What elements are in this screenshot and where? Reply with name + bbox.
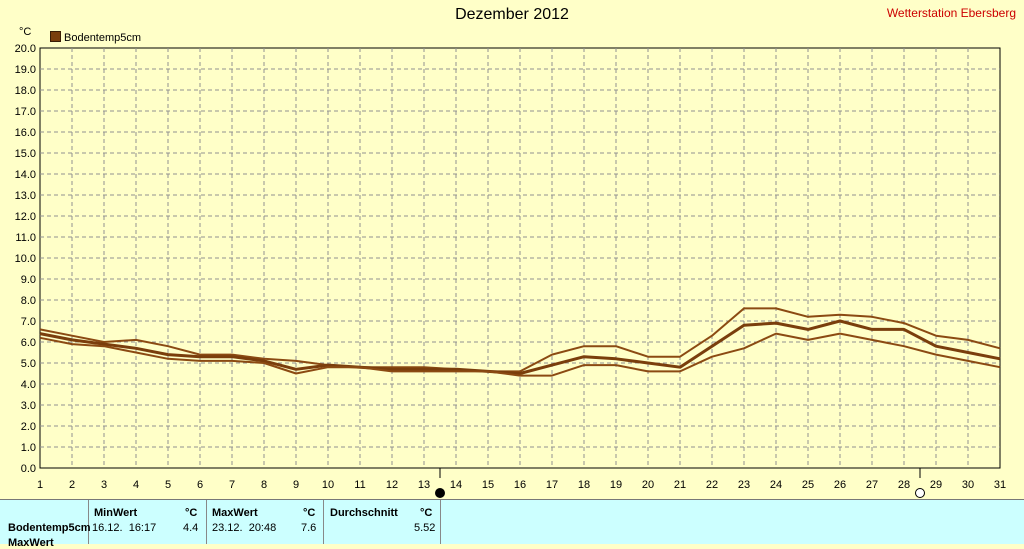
y-tick-label: 19.0 — [15, 64, 36, 76]
min-value: 4.4 — [183, 522, 199, 534]
y-tick-label: 11.0 — [15, 232, 36, 244]
x-tick-label: 3 — [101, 479, 107, 491]
marker-open-dot — [915, 488, 925, 498]
max-unit: °C — [303, 507, 316, 519]
stats-next-row: MaxWert — [8, 537, 54, 549]
y-axis-unit: °C — [19, 26, 32, 38]
min-date: 16.12. 16:17 — [92, 522, 157, 534]
y-tick-label: 13.0 — [15, 190, 36, 202]
x-tick-label: 8 — [261, 479, 267, 491]
x-tick-label: 28 — [898, 479, 910, 491]
x-tick-label: 15 — [482, 479, 494, 491]
y-tick-label: 9.0 — [21, 274, 36, 286]
x-tick-label: 5 — [165, 479, 171, 491]
x-tick-label: 31 — [994, 479, 1006, 491]
x-tick-label: 9 — [293, 479, 299, 491]
x-tick-label: 6 — [197, 479, 203, 491]
y-tick-label: 4.0 — [21, 379, 36, 391]
y-tick-label: 16.0 — [15, 127, 36, 139]
min-unit: °C — [185, 507, 198, 519]
y-tick-label: 2.0 — [21, 421, 36, 433]
x-tick-label: 24 — [770, 479, 782, 491]
y-tick-label: 1.0 — [21, 442, 36, 454]
y-tick-label: 6.0 — [21, 337, 36, 349]
max-header: MaxWert — [212, 507, 258, 519]
max-date: 23.12. 20:48 — [212, 522, 277, 534]
y-tick-label: 0.0 — [21, 463, 36, 475]
y-tick-label: 17.0 — [15, 106, 36, 118]
y-axis-ticks: 0.0 1.0 2.0 3.0 4.0 5.0 6.0 7.0 8.0 9.0 10.0 11.0 12… — [15, 43, 36, 475]
series-line-min — [39, 332, 1001, 377]
x-tick-label: 13 — [418, 479, 430, 491]
legend-label: Bodentemp5cm — [64, 32, 142, 44]
x-tick-label: 22 — [706, 479, 718, 491]
x-tick-label: 17 — [546, 479, 558, 491]
y-tick-label: 14.0 — [15, 169, 36, 181]
x-tick-label: 10 — [322, 479, 334, 491]
y-tick-label: 20.0 — [15, 43, 36, 55]
legend-swatch — [50, 31, 61, 42]
series-line-mean — [39, 319, 1001, 375]
x-tick-label: 21 — [674, 479, 686, 491]
stats-divider — [206, 500, 207, 544]
x-tick-label: 19 — [610, 479, 622, 491]
x-tick-label: 11 — [354, 479, 365, 491]
station-name: Wetterstation Ebersberg — [886, 6, 1016, 20]
x-tick-label: 7 — [229, 479, 235, 491]
y-tick-label: 18.0 — [15, 85, 36, 97]
max-value: 7.6 — [301, 522, 317, 534]
avg-unit: °C — [420, 507, 433, 519]
x-tick-label: 18 — [578, 479, 590, 491]
x-tick-label: 2 — [69, 479, 75, 491]
x-tick-label: 14 — [450, 479, 462, 491]
stats-divider — [440, 500, 441, 544]
y-tick-label: 3.0 — [21, 400, 36, 412]
stats-panel: MinWert °C MaxWert °C Durchschnitt °C Bo… — [0, 499, 1024, 549]
x-axis-ticks: 1 2 3 4 5 6 7 8 9 10 11 12 13 14 15 16 17 18 19 20 21 22 23 24 2… — [37, 479, 1006, 491]
x-tick-label: 20 — [642, 479, 654, 491]
series-lines — [39, 307, 1001, 377]
chart-area: 0.01.02.03.04.05.06.07.08.09.010.011.012… — [15, 43, 1006, 498]
chart-title: Dezember 2012 — [455, 6, 569, 23]
x-tick-label: 4 — [133, 479, 139, 491]
y-tick-label: 5.0 — [21, 358, 36, 370]
series-line-max — [39, 307, 1001, 373]
stats-row-name: Bodentemp5cm — [8, 522, 91, 534]
x-tick-label: 23 — [738, 479, 750, 491]
time-markers — [435, 468, 925, 498]
legend: Bodentemp5cm — [50, 31, 141, 44]
y-tick-label: 15.0 — [15, 148, 36, 160]
x-tick-label: 1 — [37, 479, 43, 491]
x-tick-label: 26 — [834, 479, 846, 491]
y-tick-label: 10.0 — [15, 253, 36, 265]
x-tick-label: 25 — [802, 479, 814, 491]
avg-value: 5.52 — [414, 522, 436, 534]
y-tick-label: 7.0 — [21, 316, 36, 328]
y-tick-label: 12.0 — [15, 211, 36, 223]
marker-filled-dot — [435, 488, 445, 498]
x-tick-label: 30 — [962, 479, 974, 491]
grid-lines — [40, 48, 1000, 468]
x-tick-label: 16 — [514, 479, 526, 491]
min-header: MinWert — [94, 507, 138, 519]
x-tick-label: 29 — [930, 479, 942, 491]
stats-divider — [323, 500, 324, 544]
avg-header: Durchschnitt — [330, 507, 398, 519]
y-tick-label: 8.0 — [21, 295, 36, 307]
x-tick-label: 27 — [866, 479, 878, 491]
x-tick-label: 12 — [386, 479, 398, 491]
stats-divider — [88, 500, 89, 544]
